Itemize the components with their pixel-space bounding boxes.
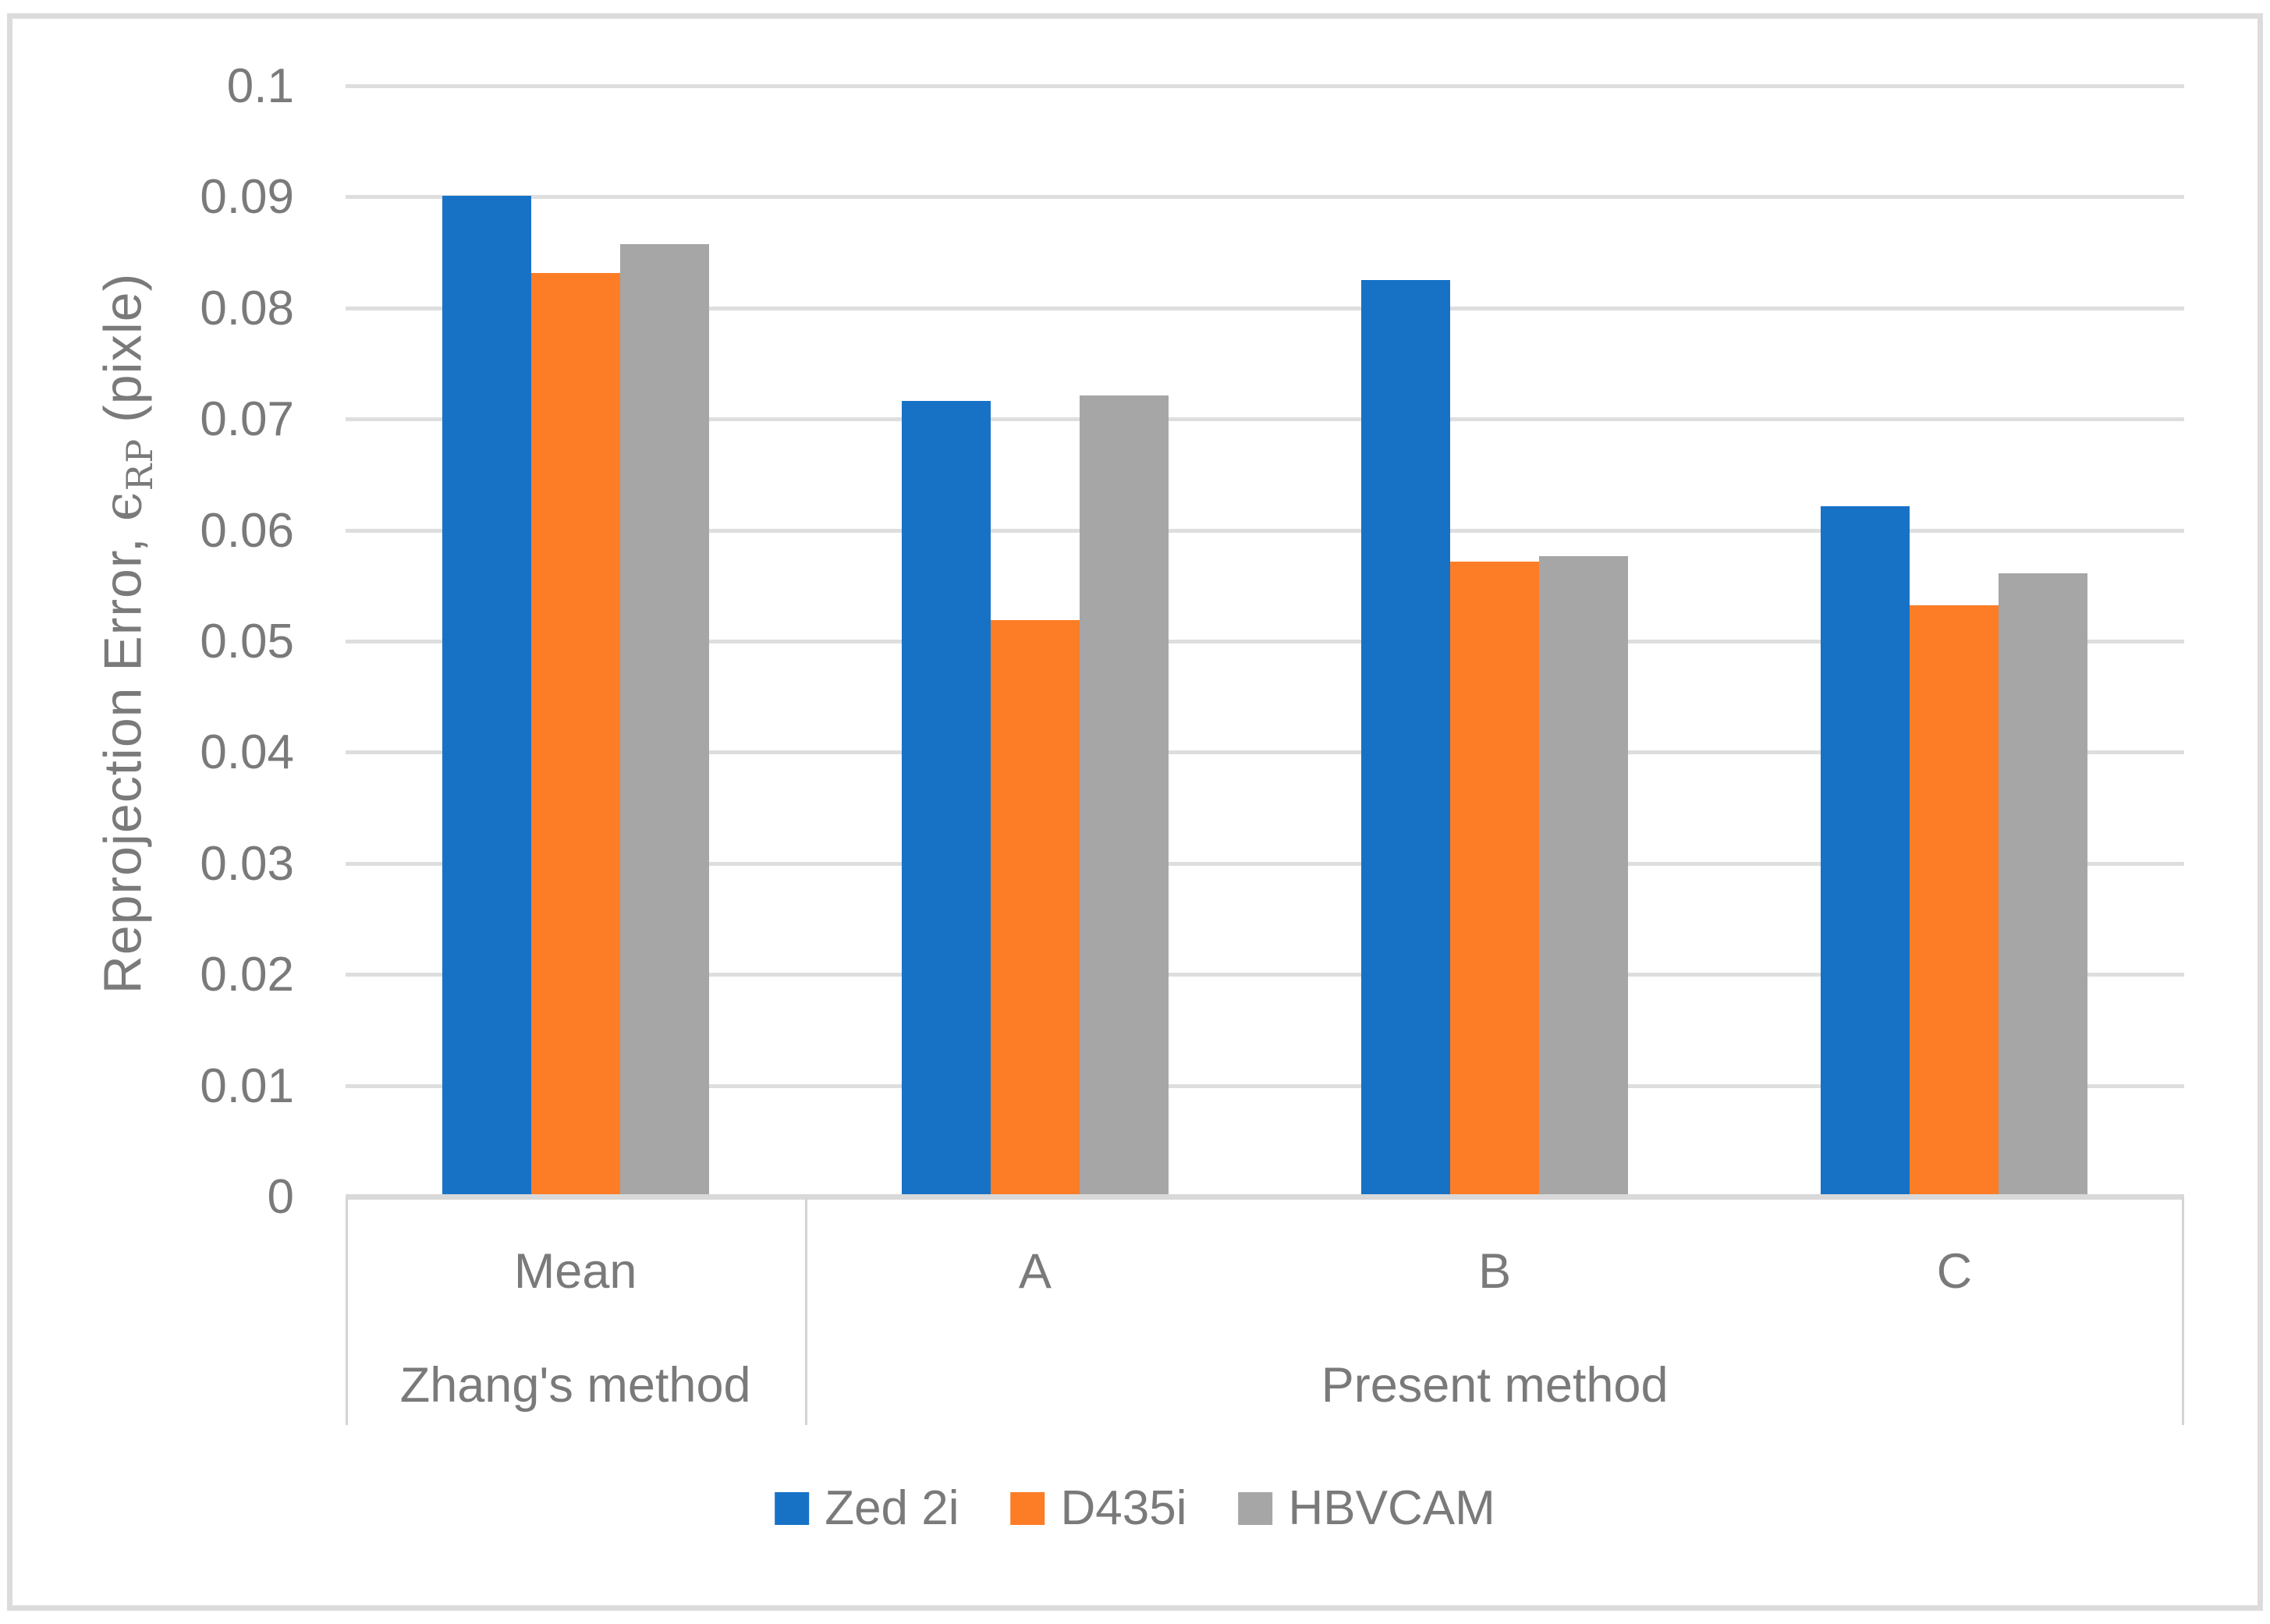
y-tick-label: 0.02 [200,948,294,1002]
bar-group-B [1265,87,1725,1197]
bar-row [346,87,805,1197]
legend-label: D435i [1060,1481,1187,1535]
bar-D435i-B [1450,562,1540,1197]
legend-swatch-icon [1010,1492,1045,1525]
gridline-0.08 [346,306,2184,310]
bar-group-C [1725,87,2184,1197]
y-tick-label: 0.07 [200,392,294,447]
legend-label: HBVCAM [1288,1481,1495,1535]
gridline-0.02 [346,973,2184,977]
y-tick-label: 0.1 [226,59,294,113]
y-tick-label: 0.05 [200,615,294,668]
y-tick-label: 0.03 [200,836,294,891]
category-label-row: Mean A B C [346,1197,2184,1346]
gridline-0.01 [346,1083,2184,1088]
legend-swatch-icon [775,1492,810,1525]
bar-D435i-A [990,619,1080,1197]
plot-area [346,84,2184,1200]
bar-HBVCAM-B [1539,556,1629,1197]
method-label-row: Zhang's method Present method [346,1346,2184,1425]
y-tick-label: 0.06 [200,503,294,558]
x-category-label-B: B [1478,1244,1512,1299]
gridline-0.03 [346,861,2184,866]
bar-row [1725,87,2184,1197]
bar-group-A [805,87,1264,1197]
bar-Zed 2i-B [1361,279,1451,1197]
method-group-label: Zhang's method [399,1358,751,1413]
x-axis-line [346,1194,2184,1200]
legend-item-D435i: D435i [1010,1481,1187,1535]
y-axis-tick-labels: 0 0.01 0.02 0.03 0.04 0.05 0.06 0.07 0.08 0.09 0.1 [0,59,294,1224]
y-tick-label: 0.08 [200,281,294,335]
gridline-0.07 [346,417,2184,422]
gridline-0.06 [346,528,2184,533]
y-tick-label: 0 [267,1170,294,1224]
bar-row [1265,87,1725,1197]
legend-swatch-icon [1238,1492,1273,1525]
y-tick-label: 0.04 [200,725,294,780]
legend-item-Zed 2i: Zed 2i [775,1484,959,1533]
bar-HBVCAM-Mean [619,244,709,1197]
x-category-label-Mean: Mean [513,1244,637,1299]
bars-layer [346,87,2184,1197]
bar-Zed 2i-A [901,401,991,1197]
bar-D435i-Mean [530,273,620,1197]
legend-label: Zed 2i [825,1481,959,1535]
legend-item-HBVCAM: HBVCAM [1238,1481,1495,1535]
bar-HBVCAM-A [1079,395,1169,1197]
x-category-label-A: A [1018,1244,1052,1299]
bar-HBVCAM-C [1999,573,2088,1197]
bar-row [805,87,1264,1197]
table-border-left [346,1197,348,1425]
bar-group-Mean [346,87,805,1197]
gridline-0.1 [346,84,2184,88]
gridline-0.05 [346,640,2184,644]
gridline-0.09 [346,195,2184,200]
y-tick-label: 0.01 [200,1058,294,1113]
method-group-label: Present method [1321,1358,1669,1413]
bar-Zed 2i-Mean [442,195,531,1197]
table-border-right [2182,1197,2184,1425]
y-tick-label: 0.09 [200,170,294,225]
x-category-label-C: C [1936,1244,1973,1299]
bar-D435i-C [1910,605,1999,1197]
category-axis-table: Mean A B C Zhang's method Present method [346,1197,2184,1425]
legend: Zed 2i D435i HBVCAM [775,1484,1495,1533]
gridline-0.04 [346,750,2184,755]
bar-Zed 2i-C [1821,506,1910,1197]
table-divider [805,1197,808,1425]
